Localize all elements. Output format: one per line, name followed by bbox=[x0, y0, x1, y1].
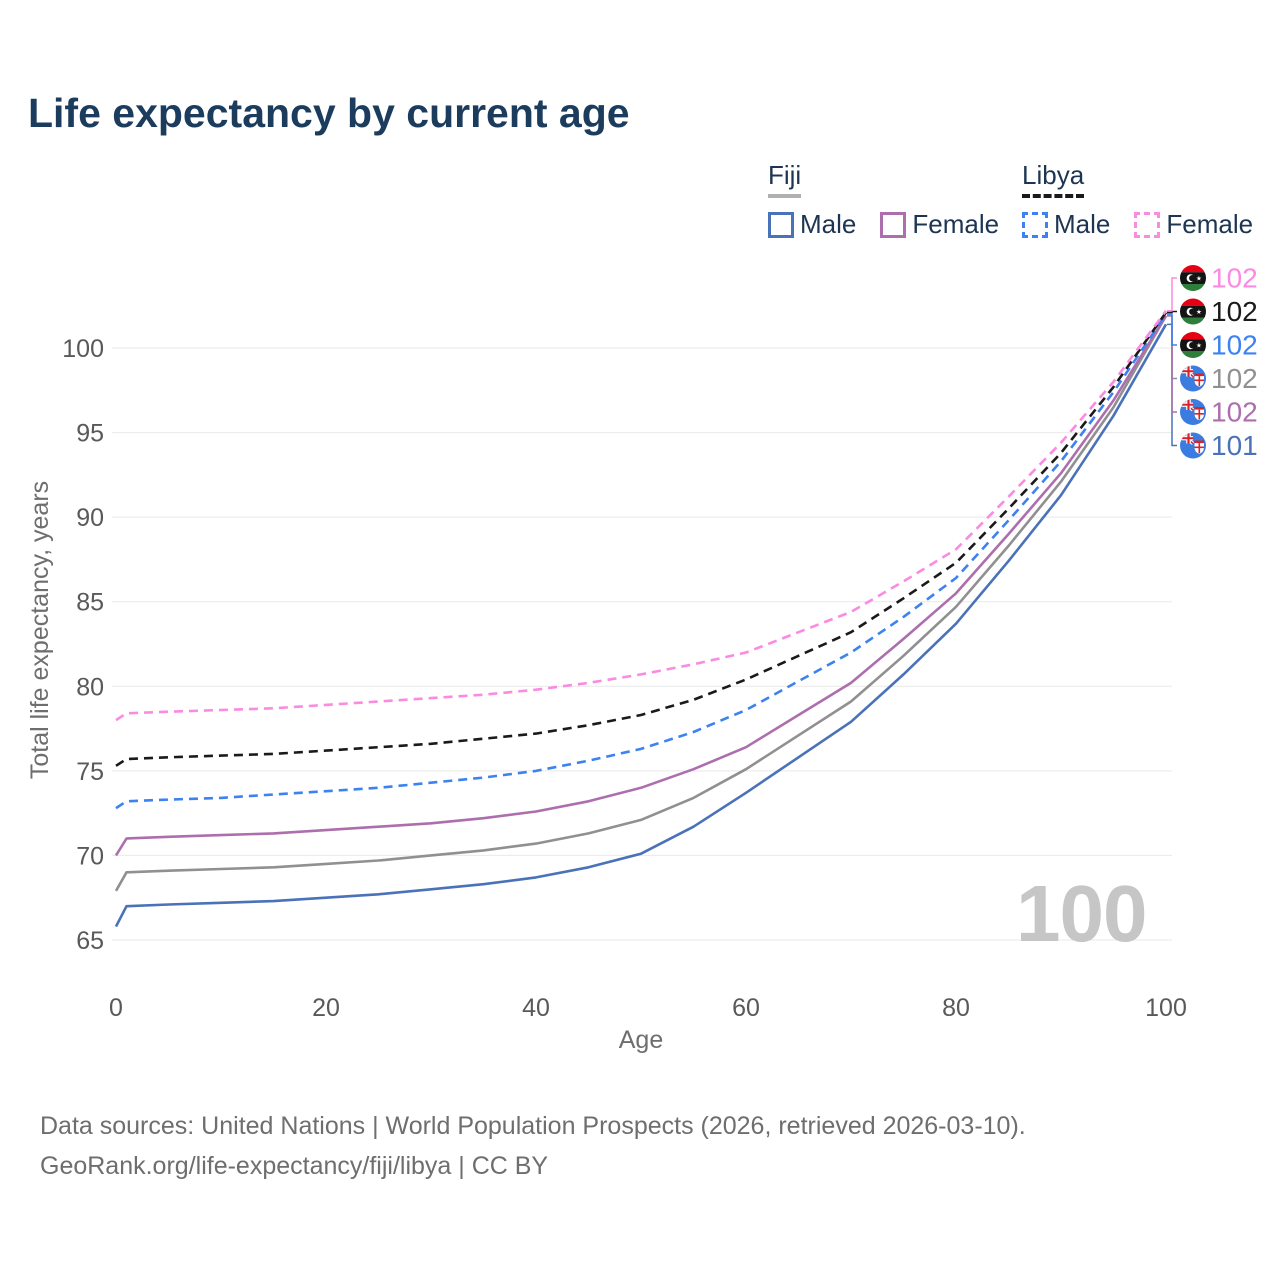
libya-female-swatch bbox=[1134, 211, 1161, 238]
end-value-label: 102 bbox=[1211, 263, 1258, 294]
x-tick-label: 100 bbox=[1145, 994, 1187, 1022]
x-tick-label: 40 bbox=[522, 994, 550, 1022]
fiji-flag-icon bbox=[1180, 399, 1206, 425]
legend-fiji-female[interactable]: Female bbox=[880, 209, 999, 240]
series-line-libya-male bbox=[115, 313, 1168, 810]
libya-line-style-swatch bbox=[1022, 194, 1085, 198]
series-line-fiji bbox=[114, 315, 1168, 892]
legend-libya-label: Libya bbox=[1022, 160, 1085, 190]
end-value-label: 101 bbox=[1211, 430, 1258, 461]
x-tick-label: 80 bbox=[942, 994, 970, 1022]
legend-fiji-header[interactable]: Fiji bbox=[768, 160, 802, 198]
libya-female-label: Female bbox=[1166, 209, 1254, 239]
series-line-fiji-female bbox=[114, 315, 1168, 857]
legend-libya-female[interactable]: Female bbox=[1134, 209, 1253, 240]
x-tick-label: 20 bbox=[312, 994, 340, 1022]
series-line-fiji-male bbox=[114, 323, 1168, 928]
footer-data-sources: Data sources: United Nations | World Pop… bbox=[40, 1112, 1026, 1140]
libya-male-label: Male bbox=[1054, 209, 1111, 239]
footer-note: Data sources: United Nations | World Pop… bbox=[40, 1106, 1026, 1186]
data-series-lines bbox=[114, 310, 1168, 928]
fiji-female-swatch bbox=[880, 211, 907, 238]
y-tick-label: 85 bbox=[76, 589, 104, 617]
legend-libya-male[interactable]: Male bbox=[1022, 209, 1110, 240]
leader-line bbox=[1167, 277, 1177, 312]
leader-line bbox=[1167, 313, 1177, 346]
y-tick-label: 100 bbox=[62, 335, 104, 363]
chart-title: Life expectancy by current age bbox=[28, 90, 630, 136]
libya-flag-icon bbox=[1180, 332, 1206, 358]
end-value-label: 102 bbox=[1211, 330, 1258, 361]
libya-flag-icon bbox=[1180, 265, 1206, 291]
fiji-flag-icon bbox=[1180, 366, 1206, 392]
leader-line bbox=[1167, 310, 1177, 314]
fiji-female-label: Female bbox=[912, 209, 1000, 239]
fiji-line-style-swatch bbox=[768, 194, 802, 198]
fiji-male-swatch bbox=[768, 211, 794, 238]
y-tick-label: 90 bbox=[76, 504, 104, 532]
series-line-libya bbox=[115, 311, 1168, 767]
y-tick-label: 65 bbox=[76, 927, 104, 955]
libya-male-swatch bbox=[1022, 211, 1048, 238]
y-axis-title: Total life expectancy, years bbox=[26, 481, 54, 779]
axis-labels: 65 70 75 80 85 90 95 100 0 20 40 60 80 100 Age Total li… bbox=[26, 335, 1187, 1054]
series-line-libya-female bbox=[115, 310, 1168, 722]
y-tick-label: 70 bbox=[76, 842, 104, 870]
leader-line bbox=[1167, 315, 1177, 413]
legend-fiji-label: Fiji bbox=[768, 160, 802, 190]
x-tick-label: 60 bbox=[732, 994, 760, 1022]
legend-fiji-male[interactable]: Male bbox=[768, 209, 856, 240]
y-tick-label: 95 bbox=[76, 420, 104, 448]
fiji-flag-icon bbox=[1180, 433, 1206, 459]
legend-group-fiji: Fiji Male Female bbox=[768, 160, 999, 240]
end-value-label: 102 bbox=[1211, 397, 1258, 428]
life-expectancy-line-chart: ★ bbox=[26, 263, 1258, 1055]
footer-citation-link: GeoRank.org/life-expectancy/fiji/libya |… bbox=[40, 1152, 549, 1180]
legend-group-libya: Libya Male Female bbox=[1022, 160, 1253, 240]
x-axis-title: Age bbox=[619, 1026, 663, 1054]
libya-flag-icon bbox=[1180, 299, 1206, 325]
y-tick-label: 75 bbox=[76, 758, 104, 786]
legend-libya-header[interactable]: Libya bbox=[1022, 160, 1085, 198]
fiji-male-label: Male bbox=[800, 209, 857, 239]
age-counter-watermark: 100 bbox=[1016, 869, 1147, 958]
end-value-label: 102 bbox=[1211, 296, 1258, 327]
end-value-label: 102 bbox=[1211, 363, 1258, 394]
y-tick-label: 80 bbox=[76, 673, 104, 701]
gridlines bbox=[112, 347, 1172, 941]
x-tick-label: 0 bbox=[109, 994, 123, 1022]
